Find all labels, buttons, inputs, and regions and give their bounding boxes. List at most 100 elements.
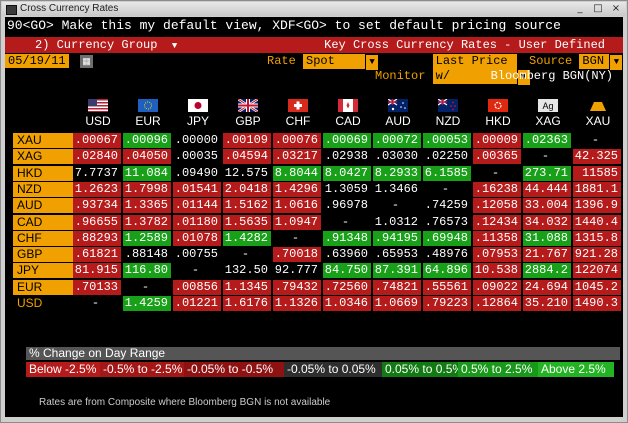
rate-cell[interactable]: 1.0312 bbox=[373, 214, 421, 230]
rate-cell[interactable]: 10.538 bbox=[473, 263, 521, 279]
rate-cell[interactable]: 116.80 bbox=[123, 263, 171, 279]
rate-cell[interactable]: .00856 bbox=[173, 279, 221, 295]
rate-cell[interactable]: 42.325 bbox=[573, 149, 621, 165]
rate-cell[interactable]: .00076 bbox=[273, 133, 321, 148]
row-label[interactable]: XAG bbox=[13, 149, 73, 165]
rate-cell[interactable]: 44.444 bbox=[523, 181, 571, 197]
rate-cell[interactable]: .02250 bbox=[423, 149, 471, 165]
rate-cell[interactable]: .02938 bbox=[323, 149, 371, 165]
rate-cell[interactable]: .12864 bbox=[473, 296, 521, 311]
column-header-xag[interactable]: Ag XAG bbox=[517, 99, 579, 128]
rate-cell[interactable]: .00096 bbox=[123, 133, 171, 148]
monitor-dropdown-icon[interactable]: ▼ bbox=[516, 70, 530, 85]
rate-cell[interactable]: 8.2933 bbox=[373, 165, 421, 181]
rate-cell[interactable]: 21.767 bbox=[523, 247, 571, 263]
rate-cell[interactable]: .04050 bbox=[123, 149, 171, 165]
rate-cell[interactable]: .61821 bbox=[73, 247, 121, 263]
rate-cell[interactable]: 1.1345 bbox=[223, 279, 271, 295]
column-header-gbp[interactable]: GBP bbox=[217, 99, 279, 128]
rate-cell[interactable]: .88293 bbox=[73, 230, 121, 246]
column-header-jpy[interactable]: JPY bbox=[167, 99, 229, 128]
currency-group-menu[interactable]: 2) Currency Group ▼ bbox=[35, 37, 177, 54]
rate-cell[interactable]: 24.694 bbox=[523, 279, 571, 295]
rate-cell[interactable]: .96655 bbox=[73, 214, 121, 230]
row-label[interactable]: CHF bbox=[13, 230, 73, 246]
column-header-aud[interactable]: AUD bbox=[367, 99, 429, 128]
rate-cell[interactable]: .01078 bbox=[173, 230, 221, 246]
rate-cell[interactable]: 1315.8 bbox=[573, 230, 621, 246]
rate-cell[interactable]: 1.4282 bbox=[223, 230, 271, 246]
column-header-cad[interactable]: CAD bbox=[317, 99, 379, 128]
source-dropdown-icon[interactable]: ▼ bbox=[609, 55, 623, 70]
rate-cell[interactable]: 921.28 bbox=[573, 247, 621, 263]
rate-cell[interactable]: 11.084 bbox=[123, 165, 171, 181]
rate-cell[interactable]: 1.2589 bbox=[123, 230, 171, 246]
rate-cell[interactable]: - bbox=[223, 247, 271, 263]
rate-cell[interactable]: - bbox=[523, 149, 571, 165]
rate-cell[interactable]: - bbox=[573, 133, 621, 148]
rate-cell[interactable]: .63960 bbox=[323, 247, 371, 263]
rate-cell[interactable]: 6.1585 bbox=[423, 165, 471, 181]
row-label[interactable]: GBP bbox=[13, 247, 73, 263]
rate-cell[interactable]: .02363 bbox=[523, 133, 571, 148]
rate-cell[interactable]: .74259 bbox=[423, 198, 471, 214]
rate-cell[interactable]: 132.50 bbox=[223, 263, 271, 279]
maximize-button[interactable]: □ bbox=[593, 3, 603, 14]
rate-cell[interactable]: .76573 bbox=[423, 214, 471, 230]
rate-cell[interactable]: .91348 bbox=[323, 230, 371, 246]
rate-cell[interactable]: .00053 bbox=[423, 133, 471, 148]
rate-cell[interactable]: .70133 bbox=[73, 279, 121, 295]
rate-cell[interactable]: 1.4259 bbox=[123, 296, 171, 311]
rate-cell[interactable]: .94195 bbox=[373, 230, 421, 246]
rate-cell[interactable]: .55561 bbox=[423, 279, 471, 295]
row-label[interactable]: HKD bbox=[13, 165, 73, 181]
rate-cell[interactable]: 1.0669 bbox=[373, 296, 421, 311]
rate-cell[interactable]: .48976 bbox=[423, 247, 471, 263]
rate-cell[interactable]: - bbox=[273, 230, 321, 246]
rate-cell[interactable]: 8.0427 bbox=[323, 165, 371, 181]
rate-cell[interactable]: - bbox=[373, 198, 421, 214]
rate-cell[interactable]: 8.8044 bbox=[273, 165, 321, 181]
close-button[interactable]: × bbox=[611, 3, 621, 14]
rate-cell[interactable]: 1490.3 bbox=[573, 296, 621, 311]
rate-cell[interactable]: .01144 bbox=[173, 198, 221, 214]
rate-cell[interactable]: 1396.9 bbox=[573, 198, 621, 214]
rate-cell[interactable]: .16238 bbox=[473, 181, 521, 197]
rate-cell[interactable]: .00069 bbox=[323, 133, 371, 148]
rate-cell[interactable]: 1.4296 bbox=[273, 181, 321, 197]
rate-cell[interactable]: 1.7998 bbox=[123, 181, 171, 197]
rate-cell[interactable]: 1.5162 bbox=[223, 198, 271, 214]
command-line[interactable]: 90<GO> Make this my default view, XDF<GO… bbox=[7, 18, 561, 33]
row-label[interactable]: EUR bbox=[13, 279, 73, 295]
rate-cell[interactable]: .00072 bbox=[373, 133, 421, 148]
rate-cell[interactable]: .72560 bbox=[323, 279, 371, 295]
rate-cell[interactable]: .70018 bbox=[273, 247, 321, 263]
rate-cell[interactable]: 1.0346 bbox=[323, 296, 371, 311]
rate-cell[interactable]: .03030 bbox=[373, 149, 421, 165]
rate-cell[interactable]: .00000 bbox=[173, 133, 221, 148]
row-label[interactable]: XAU bbox=[13, 133, 73, 148]
rate-cell[interactable]: 1.6176 bbox=[223, 296, 271, 311]
rate-cell[interactable]: 33.004 bbox=[523, 198, 571, 214]
rate-cell[interactable]: .09490 bbox=[173, 165, 221, 181]
rate-cell[interactable]: .01221 bbox=[173, 296, 221, 311]
rate-cell[interactable]: .79223 bbox=[423, 296, 471, 311]
rate-cell[interactable]: 1.0616 bbox=[273, 198, 321, 214]
rate-cell[interactable]: .65953 bbox=[373, 247, 421, 263]
rate-select[interactable]: Spot bbox=[303, 54, 366, 69]
date-field[interactable]: 05/19/11 bbox=[5, 54, 69, 69]
rate-cell[interactable]: - bbox=[423, 181, 471, 197]
rate-cell[interactable]: 34.032 bbox=[523, 214, 571, 230]
rate-cell[interactable]: .00755 bbox=[173, 247, 221, 263]
minimize-button[interactable]: _ bbox=[577, 3, 583, 14]
rate-cell[interactable]: 1.3466 bbox=[373, 181, 421, 197]
rate-dropdown-icon[interactable]: ▼ bbox=[365, 55, 379, 70]
calendar-icon[interactable]: ▦ bbox=[80, 55, 93, 68]
column-header-nzd[interactable]: NZD bbox=[417, 99, 479, 128]
column-header-usd[interactable]: USD bbox=[67, 99, 129, 128]
column-header-hkd[interactable]: HKD bbox=[467, 99, 529, 128]
rate-cell[interactable]: .11358 bbox=[473, 230, 521, 246]
rate-cell[interactable]: .09022 bbox=[473, 279, 521, 295]
rate-cell[interactable]: - bbox=[123, 279, 171, 295]
rate-cell[interactable]: 1045.2 bbox=[573, 279, 621, 295]
